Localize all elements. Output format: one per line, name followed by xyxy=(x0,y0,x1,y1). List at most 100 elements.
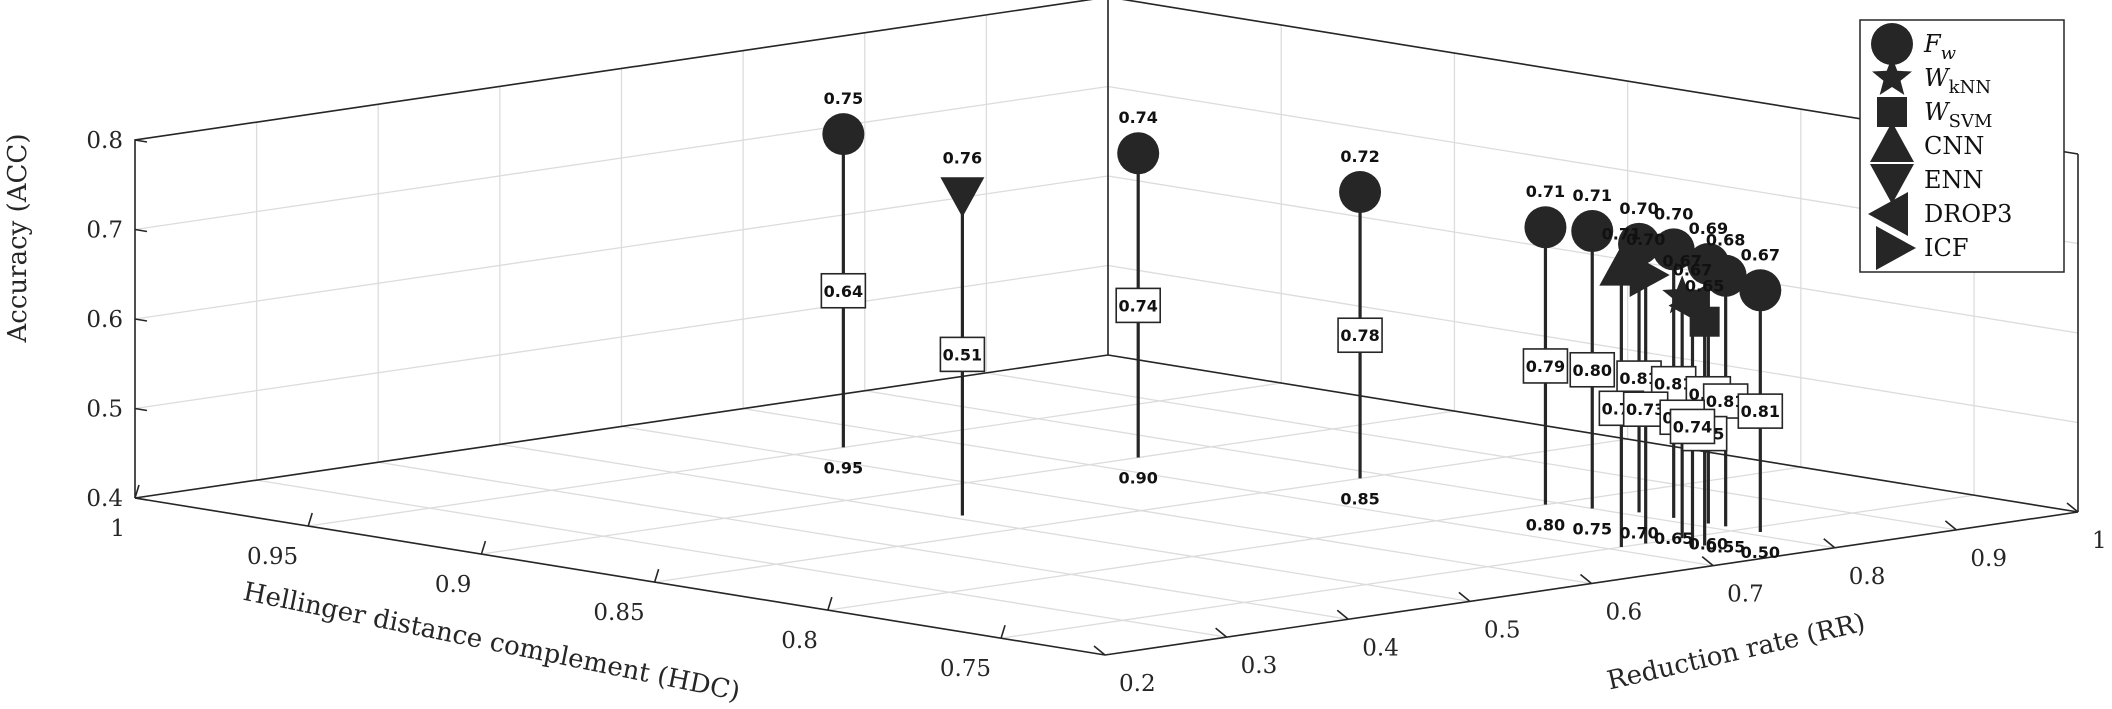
legend-label: ICF xyxy=(1924,234,1969,262)
accuracy-label: 0.75 xyxy=(824,89,863,108)
x-tick xyxy=(1000,624,1006,639)
z-tick-label: 0.7 xyxy=(86,218,123,244)
legend-sub: w xyxy=(1941,43,1957,64)
marker-circle xyxy=(1524,206,1567,249)
y-tick-label: 0.9 xyxy=(1970,546,2007,572)
accuracy-label: 0.76 xyxy=(943,148,982,167)
z-tick-label: 0.6 xyxy=(86,307,123,333)
param-label: 0.60 xyxy=(1689,535,1728,554)
x-tick xyxy=(653,568,660,583)
rr-label: 0.79 xyxy=(1526,357,1565,376)
y-tick xyxy=(1336,609,1349,620)
y-tick xyxy=(1823,538,1836,549)
rr-label: 0.73 xyxy=(1626,400,1665,419)
accuracy-label: 0.72 xyxy=(1340,147,1379,166)
tick-labels: 0.40.50.60.70.810.950.90.850.80.750.20.3… xyxy=(86,128,2106,697)
axes-layer xyxy=(134,0,2079,656)
marker-triangle-right xyxy=(1876,226,1916,270)
rr-label: 0.64 xyxy=(824,282,863,301)
legend-main: W xyxy=(1924,98,1951,126)
legend-label: ENN xyxy=(1924,166,1984,194)
x-tick-label: 0.75 xyxy=(940,656,991,682)
x-tick xyxy=(307,512,313,527)
y-tick xyxy=(2066,502,2079,513)
accuracy-label: 0.71 xyxy=(1526,182,1565,201)
y-tick-label: 0.2 xyxy=(1119,671,1156,697)
marker-triangle-left xyxy=(1868,192,1908,236)
param-label: 0.80 xyxy=(1526,516,1565,535)
z-tick xyxy=(134,407,148,412)
x-tick xyxy=(134,484,140,499)
z-tick xyxy=(134,228,148,233)
rr-label: 0.81 xyxy=(1619,369,1658,388)
marker-circle xyxy=(1871,23,1913,65)
param-label: 0.70 xyxy=(1619,523,1658,542)
y-tick xyxy=(1579,573,1593,585)
y-tick-label: 0.8 xyxy=(1849,564,1886,590)
accuracy-label: 0.70 xyxy=(1619,199,1658,218)
y-tick xyxy=(1458,591,1471,602)
accuracy-label: 0.70 xyxy=(1626,230,1665,249)
y-tick-label: 0.5 xyxy=(1484,617,1521,643)
y-tick-label: 0.4 xyxy=(1362,635,1399,661)
gridline-floor-r xyxy=(743,407,1714,567)
legend-label: WSVM xyxy=(1924,98,1992,132)
z-tick-label: 0.8 xyxy=(86,128,123,154)
y-tick-label: 0.3 xyxy=(1241,653,1278,679)
z-tick-label: 0.4 xyxy=(86,486,123,512)
x-tick-label: 0.8 xyxy=(781,628,818,654)
accuracy-label: 0.67 xyxy=(1662,251,1701,270)
marker-triangle-down xyxy=(940,177,985,218)
marker-triangle-right xyxy=(1629,252,1670,297)
x-axis-label: Hellinger distance complement (HDC) xyxy=(241,577,743,707)
accuracy-label: 0.69 xyxy=(1689,219,1728,238)
accuracy-label: 0.74 xyxy=(1118,108,1157,127)
param-label: 0.75 xyxy=(1573,520,1612,539)
accuracy-label: 0.65 xyxy=(1685,277,1724,296)
y-tick-label: 0.6 xyxy=(1606,600,1643,626)
z-tick xyxy=(134,139,148,143)
gridline-floor-r xyxy=(256,479,1227,638)
x-tick xyxy=(827,596,833,611)
rr-label: 0.80 xyxy=(1573,361,1612,380)
legend-sub: SVM xyxy=(1949,111,1993,132)
rr-label: 0.81 xyxy=(1741,402,1780,421)
marker-circle xyxy=(1739,269,1782,312)
rr-label: 0.81 xyxy=(1654,375,1693,394)
param-label: 0.50 xyxy=(1741,543,1780,562)
gridline-floor-r xyxy=(986,372,1957,531)
legend-label: DROP3 xyxy=(1924,200,2012,228)
z-tick xyxy=(134,318,148,322)
rr-label: 0.51 xyxy=(943,345,982,364)
z-tick xyxy=(134,497,148,501)
x-tick-label: 0.95 xyxy=(247,544,298,570)
rr-label-box xyxy=(820,272,867,309)
accuracy-label: 0.67 xyxy=(1741,245,1780,264)
marker-star xyxy=(1872,57,1912,95)
accuracy-label: 0.71 xyxy=(1573,186,1612,205)
x-tick xyxy=(480,540,487,555)
marker-star xyxy=(1662,275,1703,314)
rr-label: 0.74 xyxy=(1673,417,1712,436)
rr-label-box xyxy=(1337,317,1383,354)
z-axis-label: Accuracy (ACC) xyxy=(3,134,33,344)
y-tick-label: 0.7 xyxy=(1727,582,1764,608)
param-label: 0.95 xyxy=(824,458,863,477)
rr-label-box xyxy=(1522,348,1569,384)
z-tick-label: 0.5 xyxy=(86,397,123,423)
marker-circle xyxy=(822,113,865,156)
rr-label-box xyxy=(1737,393,1784,429)
x-tick-label: 0.9 xyxy=(435,572,472,598)
param-label: 0.65 xyxy=(1654,529,1693,548)
legend-label: WkNN xyxy=(1924,64,1991,98)
legend-label: Fw xyxy=(1923,30,1957,64)
marker-circle xyxy=(1117,132,1160,175)
marker-triangle-up xyxy=(1870,122,1914,162)
x-tick-label: 1 xyxy=(110,516,125,542)
grid-layer xyxy=(134,0,2079,656)
marker-circle xyxy=(1652,228,1695,271)
param-label: 0.55 xyxy=(1706,537,1745,556)
y-tick xyxy=(1093,645,1106,656)
